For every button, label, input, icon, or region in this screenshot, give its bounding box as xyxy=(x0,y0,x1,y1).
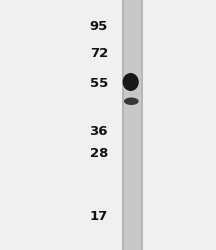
Bar xyxy=(141,0,143,250)
Text: 17: 17 xyxy=(90,210,108,223)
Text: 95: 95 xyxy=(90,20,108,33)
Text: 28: 28 xyxy=(90,147,108,160)
Text: 55: 55 xyxy=(90,77,108,90)
Ellipse shape xyxy=(123,73,139,91)
Ellipse shape xyxy=(124,98,139,105)
Text: 72: 72 xyxy=(90,47,108,60)
Bar xyxy=(122,0,143,250)
Text: 36: 36 xyxy=(89,125,108,138)
Bar xyxy=(122,0,124,250)
